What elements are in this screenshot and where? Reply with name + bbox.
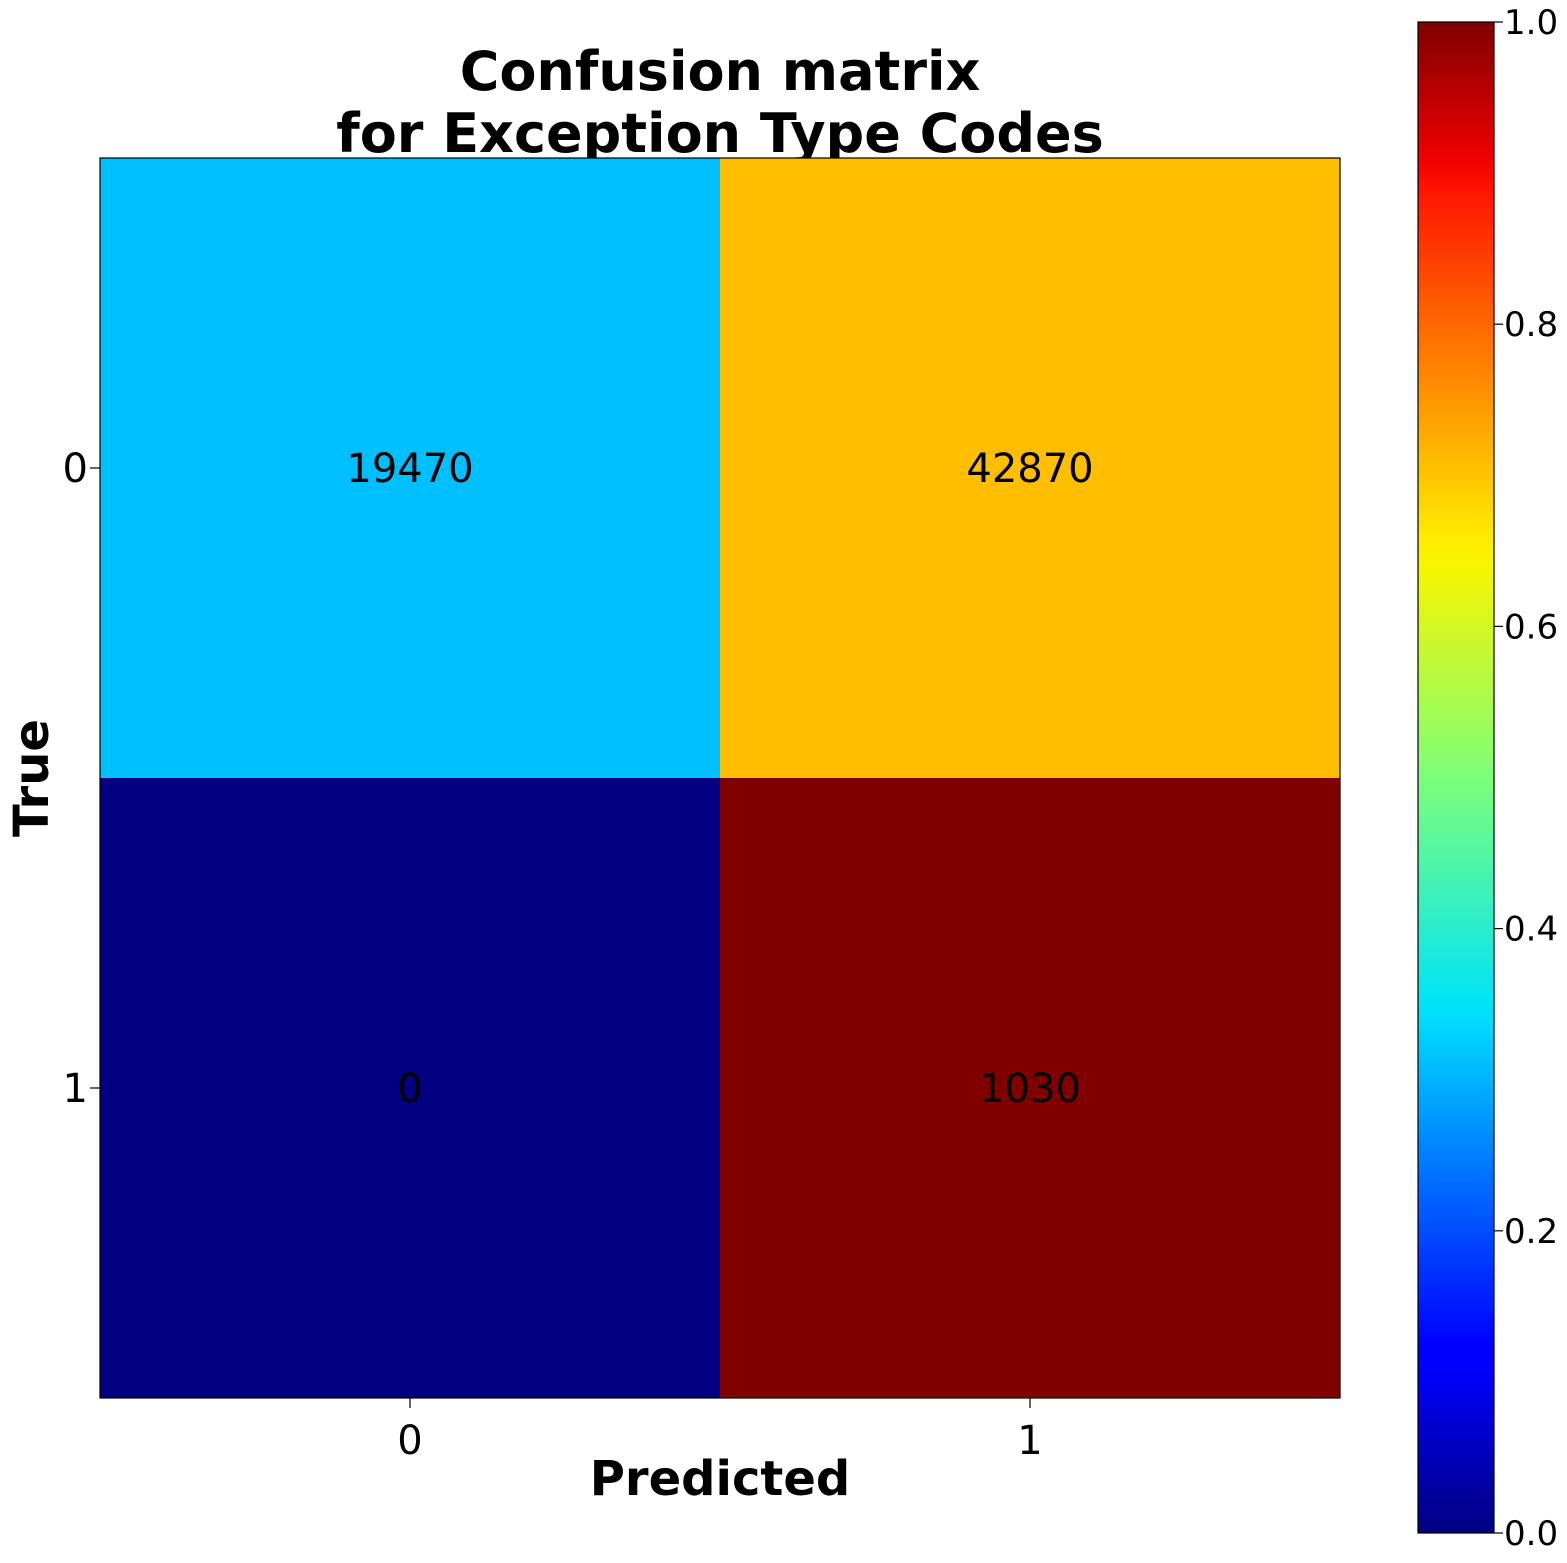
chart-title-line-1: Confusion matrix	[460, 40, 981, 103]
colorbar-tick-label-4: 0.8	[1504, 305, 1558, 345]
colorbar-tick-label-1: 0.2	[1504, 1212, 1558, 1252]
colorbar-ticks: 0.0 0.2 0.4 0.6 0.8 1.0	[1494, 3, 1558, 1554]
y-tick-label-1: 1	[63, 1066, 88, 1112]
matrix-cell-value-1-1: 1030	[979, 1066, 1081, 1112]
matrix-cell-value-0-0: 19470	[346, 446, 473, 492]
y-axis-ticks: 01	[63, 446, 100, 1112]
matrix-cell-1-1	[720, 778, 1340, 1398]
colorbar-tick-label-0: 0.0	[1504, 1514, 1558, 1554]
matrix-cell-value-1-0: 0	[397, 1066, 422, 1112]
x-tick-label-1: 1	[1017, 1418, 1042, 1464]
matrix-cell-labels: 19470 42870 0 1030	[346, 446, 1093, 1112]
y-tick-label-0: 0	[63, 446, 88, 492]
matrix-cell-1-0	[100, 778, 720, 1398]
colorbar-tick-label-2: 0.4	[1504, 910, 1558, 950]
matrix-cell-value-0-1: 42870	[966, 446, 1093, 492]
y-axis-label: True	[4, 719, 60, 837]
colorbar-gradient	[1417, 21, 1495, 1534]
colorbar-tick-label-5: 1.0	[1504, 3, 1558, 43]
x-tick-label-0: 0	[397, 1418, 422, 1464]
colorbar: 0.0 0.2 0.4 0.6 0.8 1.0	[1417, 3, 1558, 1554]
chart-title-line-2: for Exception Type Codes	[336, 102, 1104, 165]
colorbar-tick-label-3: 0.6	[1504, 607, 1558, 647]
x-axis-label: Predicted	[590, 1451, 851, 1507]
matrix-cells	[100, 158, 1340, 1398]
matrix-cell-0-1	[720, 158, 1340, 778]
plot-frame	[99, 157, 1341, 1399]
matrix-cell-0-0	[100, 158, 720, 778]
